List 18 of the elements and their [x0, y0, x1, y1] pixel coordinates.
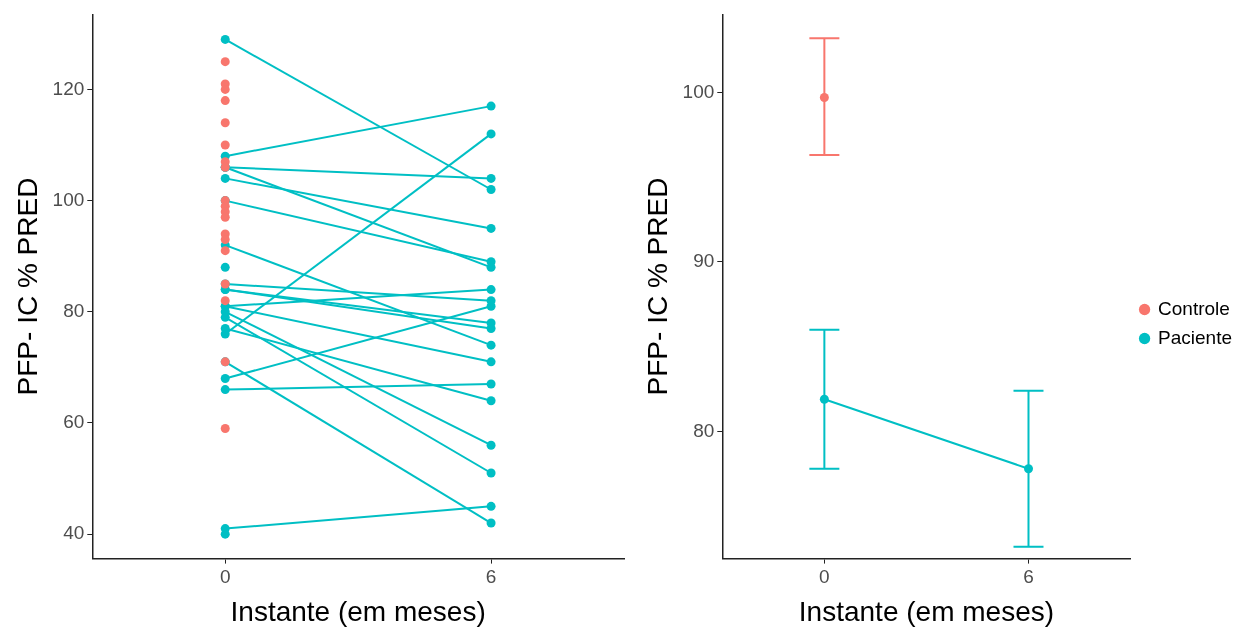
y-tick-label: 100 [682, 80, 715, 102]
legend-label: Controle [1158, 297, 1230, 319]
legend-label: Paciente [1158, 326, 1233, 348]
y-tick-label: 100 [52, 188, 85, 210]
y-tick-label: 120 [52, 77, 85, 99]
x-axis-title: Instante (em meses) [230, 595, 486, 627]
y-axis-title: PFP- IC % PRED [11, 177, 43, 396]
y-tick-label: 60 [63, 411, 85, 433]
x-tick-label: 6 [1023, 566, 1034, 588]
y-tick-label: 90 [693, 250, 715, 272]
y-tick-label: 40 [63, 522, 85, 544]
x-axis-title: Instante (em meses) [798, 595, 1055, 627]
y-tick-label: 80 [63, 300, 85, 322]
x-tick-label: 0 [819, 566, 830, 588]
y-axis-title: PFP- IC % PRED [641, 177, 673, 396]
x-tick-label: 6 [485, 566, 497, 588]
x-tick-label: 0 [219, 566, 231, 588]
y-tick-label: 80 [693, 419, 715, 441]
